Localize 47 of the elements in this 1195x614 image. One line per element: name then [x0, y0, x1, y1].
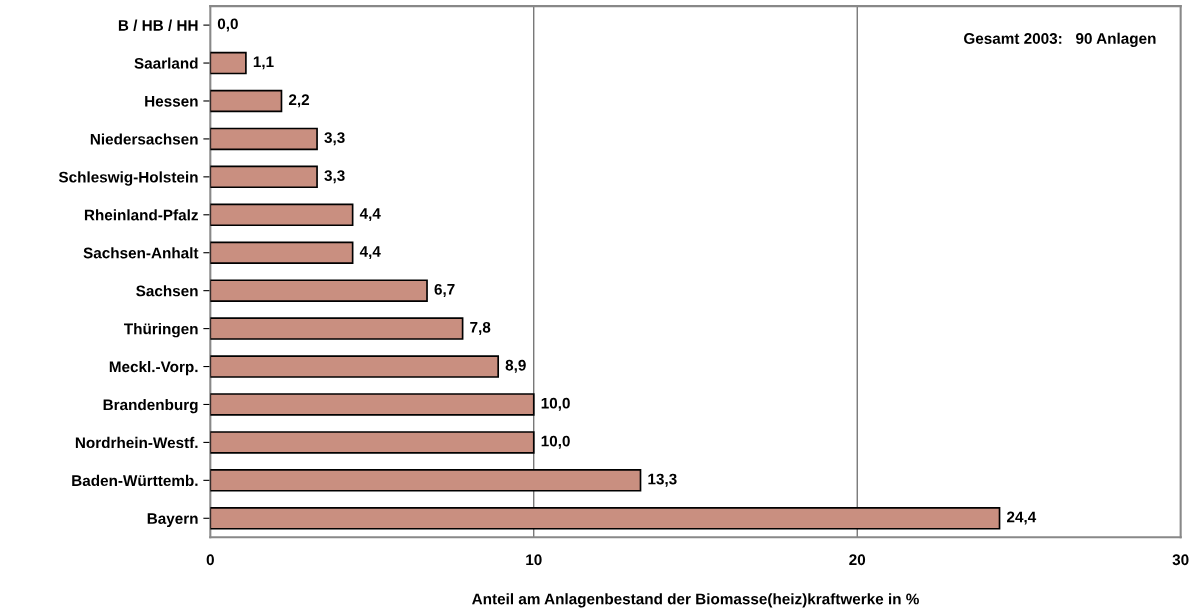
y-tick-label: Nordrhein-Westf.	[75, 436, 198, 449]
y-tick-label: Sachsen-Anhalt	[83, 247, 199, 259]
x-tick-label: 0	[206, 554, 214, 566]
bar	[210, 127, 318, 151]
y-tick-label: B / HB / HH	[118, 19, 198, 31]
y-tick-label: Brandenburg	[103, 398, 198, 414]
data-label: 2,2	[288, 94, 310, 108]
data-label: 3,3	[324, 132, 345, 146]
y-tick-label: Rheinland-Pfalz	[84, 209, 198, 221]
y-tick-label: Sachsen	[136, 285, 198, 297]
y-tick-label: Niedersachsen	[90, 133, 198, 145]
bar	[210, 431, 535, 454]
bar	[210, 89, 283, 113]
x-tick-label: 30	[1172, 554, 1189, 566]
data-label: 3,3	[324, 170, 345, 184]
bar	[210, 469, 642, 492]
data-label: 1,1	[253, 56, 274, 70]
y-tick-label: Hessen	[145, 96, 198, 107]
y-tick-label: Thüringen	[124, 323, 198, 338]
x-axis-title: Anteil am Anlagenbestand der Biomasse(heiz)kraftwerke in %	[472, 593, 919, 608]
bar	[210, 355, 500, 378]
bar	[210, 241, 354, 264]
data-label: 10,0	[541, 397, 570, 411]
data-label: 4,4	[359, 246, 381, 260]
y-tick-label: Bayern	[147, 513, 198, 527]
bar	[210, 317, 464, 340]
bar	[210, 279, 428, 302]
bar	[210, 393, 535, 416]
data-label: 13,3	[648, 473, 677, 487]
y-tick-label: Schleswig-Holstein	[58, 171, 198, 186]
x-tick-label: 10	[526, 554, 542, 566]
bar	[210, 165, 318, 189]
data-label: 6,7	[434, 283, 455, 297]
y-tick-label: Baden-Württemb.	[72, 474, 198, 487]
annotation: Gesamt 2003: 90 Anlagen	[964, 32, 1156, 47]
y-tick-label: Meckl.-Vorp.	[109, 361, 198, 376]
y-tick-label: Saarland	[134, 57, 198, 69]
data-label: 8,9	[505, 359, 526, 373]
bar	[210, 203, 354, 227]
bar	[210, 51, 247, 75]
bar	[210, 507, 1001, 530]
data-label: 10,0	[541, 435, 570, 449]
data-label: 0,0	[217, 18, 238, 32]
data-label: 24,4	[1007, 511, 1037, 525]
data-label: 4,4	[359, 208, 381, 222]
data-label: 7,8	[470, 321, 491, 335]
x-tick-label: 20	[849, 554, 866, 566]
